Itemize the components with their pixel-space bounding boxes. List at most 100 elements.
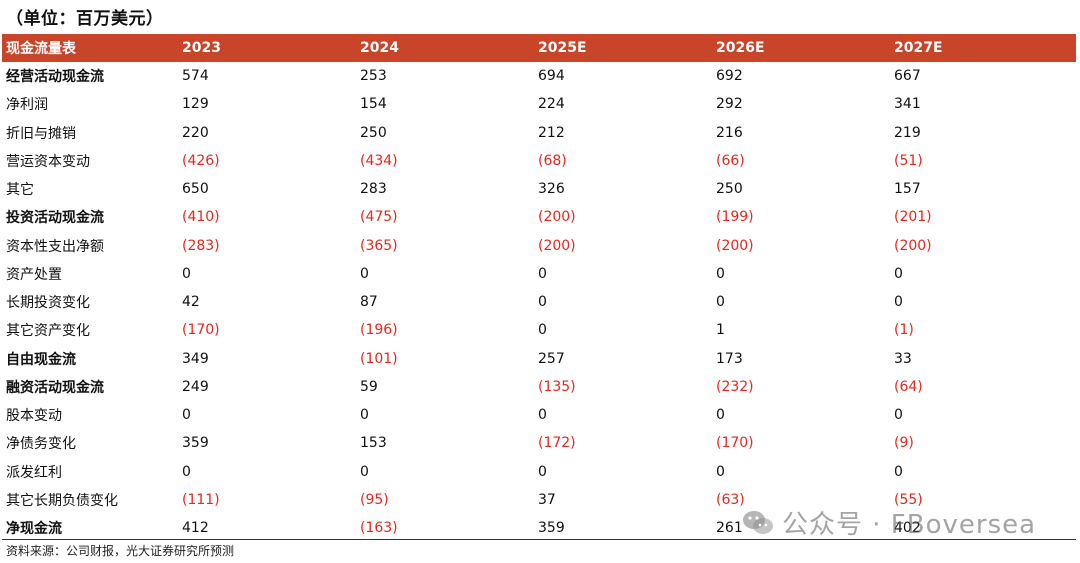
row-value: 0: [182, 407, 191, 424]
row-value: 250: [716, 181, 743, 198]
row-value: (64): [894, 378, 923, 395]
row-value: (199): [716, 209, 754, 226]
row-value: 0: [538, 265, 547, 282]
table-row: 净现金流 412 (163) 359 261 402: [2, 514, 1076, 542]
row-value: (163): [360, 520, 398, 537]
row-label: 股本变动: [6, 408, 62, 425]
row-value: (51): [894, 152, 923, 169]
row-value: 249: [182, 378, 209, 395]
row-value: (1): [894, 322, 914, 339]
table-row: 派发红利 0 0 0 0 0: [2, 458, 1076, 486]
table-row: 投资活动现金流 (410) (475) (200) (199) (201): [2, 203, 1076, 231]
row-value: (95): [360, 491, 389, 508]
row-value: (201): [894, 209, 932, 226]
row-value: 253: [360, 68, 387, 85]
row-value: (111): [182, 491, 220, 508]
source-note: 资料来源：公司财报，光大证券研究所预测: [6, 544, 235, 558]
row-value: 220: [182, 124, 209, 141]
row-value: (68): [538, 152, 567, 169]
row-label: 净债务变化: [6, 436, 76, 453]
row-value: 0: [538, 294, 547, 311]
row-value: (200): [894, 237, 932, 254]
table-row: 长期投资变化 42 87 0 0 0: [2, 288, 1076, 316]
row-value: 250: [360, 124, 387, 141]
table-row: 股本变动 0 0 0 0 0: [2, 401, 1076, 429]
row-value: 173: [716, 350, 743, 367]
row-value: (172): [538, 435, 576, 452]
row-value: 153: [360, 435, 387, 452]
row-value: 216: [716, 124, 743, 141]
row-value: 0: [894, 294, 903, 311]
table-row: 其它长期负债变化 (111) (95) 37 (63) (55): [2, 486, 1076, 514]
row-value: (200): [716, 237, 754, 254]
table-header: 现金流量表 2023 2024 2025E 2026E 2027E: [2, 34, 1076, 62]
cash-flow-table: 现金流量表 2023 2024 2025E 2026E 2027E 经营活动现金…: [2, 34, 1076, 542]
row-label: 其它资产变化: [6, 323, 90, 340]
row-value: 42: [182, 294, 200, 311]
row-label: 投资活动现金流: [6, 210, 104, 227]
row-value: 349: [182, 350, 209, 367]
row-value: 694: [538, 68, 565, 85]
row-value: 0: [716, 294, 725, 311]
row-value: 0: [894, 265, 903, 282]
row-label: 其它: [6, 182, 34, 199]
row-value: (66): [716, 152, 745, 169]
row-value: 37: [538, 491, 556, 508]
row-value: (232): [716, 378, 754, 395]
row-value: 359: [182, 435, 209, 452]
row-value: (135): [538, 378, 576, 395]
row-label: 长期投资变化: [6, 295, 90, 312]
watermark-text: 公众号 · FBoversea: [782, 510, 1037, 540]
row-value: 412: [182, 520, 209, 537]
row-label: 营运资本变动: [6, 153, 90, 170]
row-value: 0: [182, 265, 191, 282]
row-label: 融资活动现金流: [6, 379, 104, 396]
row-value: 0: [716, 407, 725, 424]
row-value: 0: [894, 463, 903, 480]
wechat-icon: [743, 510, 773, 534]
table-row: 融资活动现金流 249 59 (135) (232) (64): [2, 373, 1076, 401]
header-year: 2023: [182, 40, 221, 56]
row-value: 650: [182, 181, 209, 198]
table-row: 其它 650 283 326 250 157: [2, 175, 1076, 203]
table-row: 净债务变化 359 153 (172) (170) (9): [2, 429, 1076, 457]
header-year: 2024: [360, 40, 399, 56]
row-value: 283: [360, 181, 387, 198]
table-row: 净利润 129 154 224 292 341: [2, 90, 1076, 118]
row-value: (55): [894, 491, 923, 508]
row-label: 派发红利: [6, 464, 62, 481]
row-value: 0: [538, 407, 547, 424]
row-value: (410): [182, 209, 220, 226]
row-value: (434): [360, 152, 398, 169]
row-value: 292: [716, 96, 743, 113]
row-value: 0: [716, 463, 725, 480]
row-value: 154: [360, 96, 387, 113]
row-value: 0: [360, 463, 369, 480]
table-body: 经营活动现金流 574 253 694 692 667 净利润 129 154 224 292 341…: [2, 62, 1076, 542]
row-value: (365): [360, 237, 398, 254]
header-year: 2025E: [538, 40, 587, 56]
row-value: 261: [716, 520, 743, 537]
watermark: 公众号 · FBoversea: [742, 504, 1036, 541]
row-value: 574: [182, 68, 209, 85]
row-value: 341: [894, 96, 921, 113]
table-row: 资本性支出净额 (283) (365) (200) (200) (200): [2, 232, 1076, 260]
row-label: 折旧与摊销: [6, 125, 76, 142]
row-value: 0: [894, 407, 903, 424]
row-value: (200): [538, 209, 576, 226]
row-value: 87: [360, 294, 378, 311]
row-label: 经营活动现金流: [6, 69, 104, 86]
row-value: (196): [360, 322, 398, 339]
row-value: 0: [538, 463, 547, 480]
table-row: 经营活动现金流 574 253 694 692 667: [2, 62, 1076, 90]
table-row: 其它资产变化 (170) (196) 0 1 (1): [2, 316, 1076, 344]
header-year: 2026E: [716, 40, 765, 56]
row-value: (170): [716, 435, 754, 452]
row-value: 0: [538, 322, 547, 339]
row-label: 资本性支出净额: [6, 238, 104, 255]
row-value: 33: [894, 350, 912, 367]
row-value: 326: [538, 181, 565, 198]
row-value: 157: [894, 181, 921, 198]
row-value: 129: [182, 96, 209, 113]
header-year: 2027E: [894, 40, 943, 56]
